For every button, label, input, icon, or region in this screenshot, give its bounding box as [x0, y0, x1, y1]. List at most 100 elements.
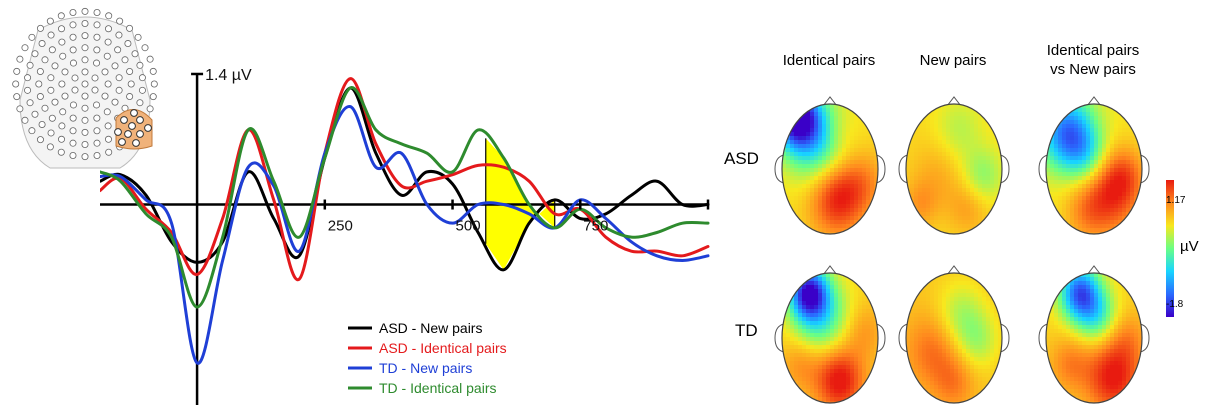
electrode-dot: [93, 101, 101, 109]
electrode-dot: [46, 17, 54, 25]
electrode-dot: [116, 17, 124, 25]
electrode-dot: [93, 33, 101, 41]
head-outline: [905, 272, 1003, 404]
legend-label-td-identical-pairs: TD - Identical pairs: [379, 380, 496, 396]
electrode-dot: [81, 19, 89, 27]
electrode-dot: [91, 86, 99, 94]
head-outline: [781, 103, 879, 235]
ear-right: [875, 154, 886, 184]
electrode-dot: [26, 99, 34, 107]
electrode-dot: [93, 114, 101, 122]
electrode-dot: [58, 135, 66, 143]
electrode-dot: [104, 135, 112, 143]
electrode-dot: [134, 33, 142, 41]
electrode-dot: [69, 33, 77, 41]
electrode-dot: [36, 93, 44, 101]
head-outline: [781, 272, 879, 404]
electrode-dot: [61, 92, 69, 100]
electrode-dot: [69, 127, 77, 135]
x-tick-label-500: 500: [456, 218, 481, 235]
electrode-dot: [36, 24, 44, 32]
electrode-dot: [57, 12, 65, 20]
electrode-dot-highlighted: [130, 109, 138, 117]
nose: [822, 96, 838, 107]
electrode-dot: [47, 31, 55, 39]
electrode-dot: [13, 67, 21, 75]
electrode-dot: [115, 86, 123, 94]
electrode-dot: [81, 104, 89, 112]
electrode-dot: [71, 74, 79, 82]
electrode-dot-highlighted: [124, 130, 132, 138]
col-label-diff: Identical pairs vs New pairs: [1047, 42, 1140, 78]
electrode-dot: [93, 139, 101, 147]
electrode-dot: [28, 127, 36, 135]
series-line-asd-new-pairs: [100, 86, 710, 272]
electrode-dot: [31, 110, 39, 118]
col-label-identical: Identical pairs: [783, 52, 876, 69]
topo-map-asd-1: [774, 96, 886, 235]
electrode-dot: [104, 122, 112, 130]
x-tick-label-250: 250: [328, 218, 353, 235]
electrode-dot: [149, 67, 157, 75]
nose: [946, 96, 962, 107]
electrode-dot: [127, 80, 135, 88]
legend-label-asd-identical-pairs: ASD - Identical pairs: [379, 340, 507, 356]
col-label-new: New pairs: [920, 52, 987, 69]
electrode-dot: [91, 74, 99, 82]
ear-left: [898, 154, 909, 184]
electrode-dot: [93, 9, 101, 17]
electrode-dot: [69, 151, 77, 159]
electrode-dot: [126, 93, 134, 101]
head-outline: [1045, 272, 1143, 404]
row-label-asd: ASD: [724, 149, 759, 168]
electrode-dot-highlighted: [136, 130, 144, 138]
colorbar-min-label: -1.8: [1166, 299, 1184, 310]
head-outline: [1045, 103, 1143, 235]
electrode-dot: [38, 120, 46, 128]
series-line-asd-identical-pairs: [100, 77, 710, 282]
electrode-dot: [24, 86, 32, 94]
electrode-dot-highlighted: [136, 116, 144, 124]
electrode-dot: [59, 52, 67, 60]
electrode-dot: [58, 80, 66, 88]
electrode-dot: [136, 61, 144, 69]
electrode-dot: [57, 148, 65, 156]
electrode-dot: [51, 98, 59, 106]
electrode-dot: [69, 101, 77, 109]
electrode-dot: [101, 92, 109, 100]
electrode-dot-highlighted: [120, 116, 128, 124]
electrode-dot: [138, 74, 146, 82]
electrode-dot: [21, 44, 29, 52]
colorbar-gradient: [1166, 180, 1174, 317]
topo-map-td-1: [774, 265, 886, 404]
ear-left: [774, 323, 785, 353]
electrode-dot: [141, 44, 149, 52]
electrode-dot-highlighted: [144, 124, 152, 132]
ear-right: [999, 323, 1010, 353]
electrode-dot: [93, 127, 101, 135]
nose: [1086, 265, 1102, 276]
electrode-dot: [124, 40, 132, 48]
electrode-dot: [81, 116, 89, 124]
electrode-dot: [104, 38, 112, 46]
electrode-dot: [48, 46, 56, 54]
topo-map-td-2: [898, 265, 1010, 404]
electrode-dot: [59, 108, 67, 116]
legend-label-td-new-pairs: TD - New pairs: [379, 360, 472, 376]
colorbar-max-label: 1.17: [1166, 195, 1186, 206]
electrode-dot: [81, 7, 89, 15]
electrode-dot: [104, 25, 112, 33]
map-column-labels: Identical pairs New pairs Identical pair…: [783, 42, 1140, 78]
electrode-dot: [103, 52, 111, 60]
electrode-dot: [48, 114, 56, 122]
electrode-dot: [126, 67, 134, 75]
electrode-dot: [93, 46, 101, 54]
ear-left: [774, 154, 785, 184]
electrode-dot-highlighted: [114, 128, 122, 136]
electrode-dot: [16, 105, 24, 113]
nose: [1086, 96, 1102, 107]
electrode-dot: [24, 74, 32, 82]
electrode-dot: [61, 68, 69, 76]
electrode-dot: [26, 61, 34, 69]
electrode-dot-highlighted: [128, 122, 136, 130]
